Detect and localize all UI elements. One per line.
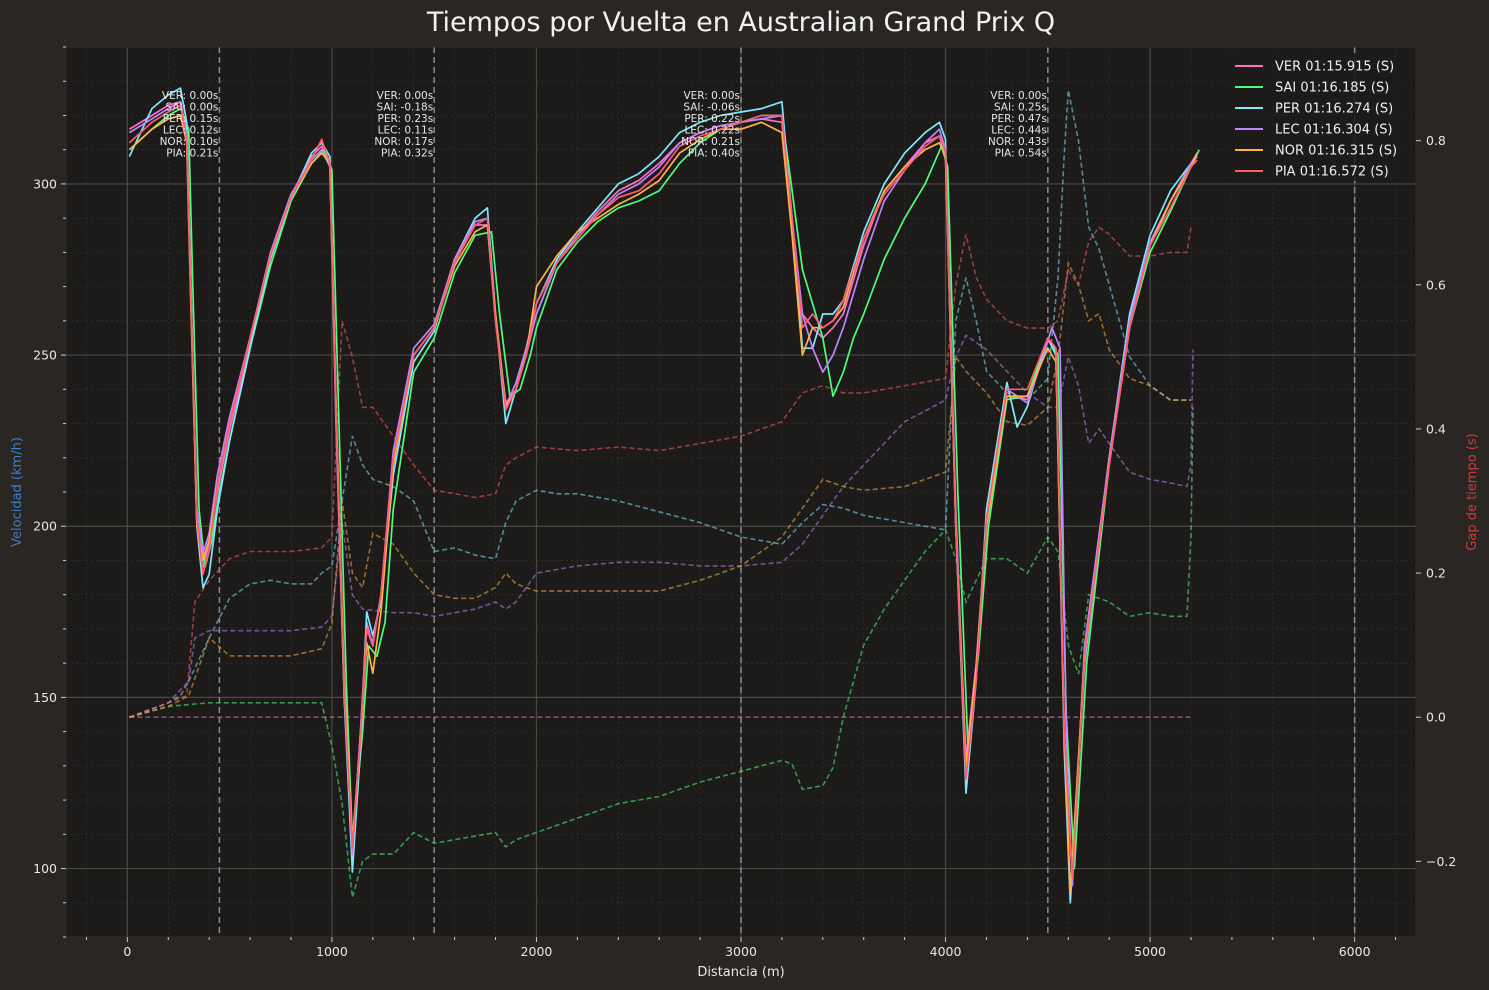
x-tick-label: 6000 <box>1339 944 1371 959</box>
chart-title: Tiempos por Vuelta en Australian Grand P… <box>426 7 1055 38</box>
sector-gap-label: PER: 0.22s <box>684 113 740 125</box>
legend-label: PER 01:16.274 (S) <box>1275 102 1393 117</box>
sector-gap-label: VER: 0.00s <box>990 90 1047 102</box>
y2-tick-label: 0.0 <box>1426 710 1446 725</box>
y-tick-label: 150 <box>33 690 57 705</box>
sector-gap-label: VER: 0.00s <box>683 90 740 102</box>
sector-gap-label: PER: 0.47s <box>991 113 1047 125</box>
legend-label: LEC 01:16.304 (S) <box>1275 123 1393 138</box>
sector-gap-label: SAI: 0.25s <box>994 102 1047 114</box>
sector-gap-label: PIA: 0.32s <box>381 148 433 160</box>
y2-tick-label: −0.2 <box>1426 854 1456 869</box>
sector-gap-label: VER: 0.00s <box>377 90 434 102</box>
y2-tick-label: 0.2 <box>1426 566 1446 581</box>
y-tick-label: 100 <box>33 861 57 876</box>
y2-tick-label: 0.6 <box>1426 277 1446 292</box>
x-axis-label: Distancia (m) <box>697 965 784 980</box>
sector-gap-label: LEC: 0.12s <box>163 125 219 137</box>
sector-gap-label: LEC: 0.11s <box>378 125 434 137</box>
legend-label: SAI 01:16.185 (S) <box>1275 81 1389 96</box>
y2-axis-label: Gap de tiempo (s) <box>1465 433 1480 550</box>
legend-label: NOR 01:16.315 (S) <box>1275 144 1397 159</box>
legend: VER 01:15.915 (S) SAI 01:16.185 (S) PER 01… <box>1227 53 1411 181</box>
y2-tick-label: 0.4 <box>1426 421 1446 436</box>
sector-gap-label: NOR: 0.17s <box>374 136 433 148</box>
x-tick-label: 4000 <box>930 944 962 959</box>
sector-gap-label: PER: 0.23s <box>378 113 434 125</box>
sector-gap-label: PIA: 0.21s <box>166 148 218 160</box>
x-tick-label: 5000 <box>1134 944 1166 959</box>
sector-gap-label: SAI: -0.06s <box>683 102 740 114</box>
sector-gap-label: PIA: 0.40s <box>688 148 740 160</box>
y-tick-label: 200 <box>33 519 57 534</box>
y-tick-label: 300 <box>33 176 57 191</box>
sector-gap-label: PER: 0.15s <box>163 113 219 125</box>
sector-gap-label: LEC: 0.22s <box>684 125 740 137</box>
sector-gap-label: LEC: 0.44s <box>991 125 1047 137</box>
y2-tick-label: 0.8 <box>1426 133 1446 148</box>
x-tick-label: 3000 <box>725 944 757 959</box>
sector-gap-label: NOR: 0.21s <box>681 136 740 148</box>
sector-gap-label: PIA: 0.54s <box>995 148 1047 160</box>
legend-label: VER 01:15.915 (S) <box>1275 60 1394 75</box>
legend-label: PIA 01:16.572 (S) <box>1275 165 1389 180</box>
y-axis-label: Velocidad (km/h) <box>10 437 25 547</box>
x-tick-label: 1000 <box>316 944 348 959</box>
sector-gap-label: NOR: 0.10s <box>160 136 219 148</box>
sector-gap-label: VER: 0.00s <box>162 90 219 102</box>
x-tick-label: 0 <box>123 944 131 959</box>
y-tick-label: 250 <box>33 348 57 363</box>
sector-gap-label: SAI: 0.00s <box>166 102 219 114</box>
sector-gap-label: NOR: 0.43s <box>988 136 1047 148</box>
sector-gap-label: SAI: -0.18s <box>377 102 434 114</box>
x-tick-label: 2000 <box>521 944 553 959</box>
